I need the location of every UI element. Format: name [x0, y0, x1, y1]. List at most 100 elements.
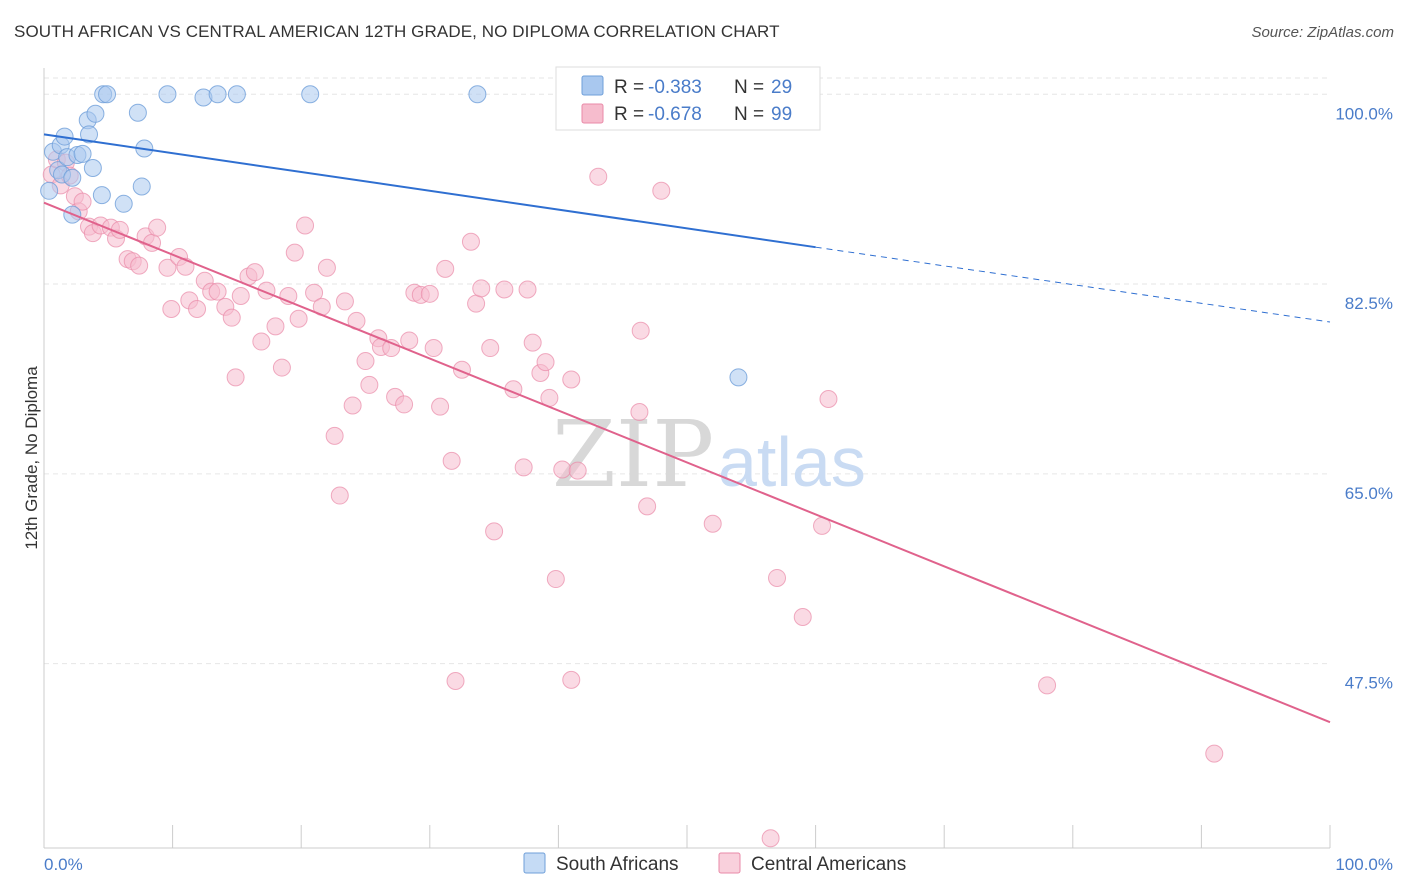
central-americans-point [461, 232, 480, 251]
central-americans-point [630, 403, 649, 422]
central-americans-point [325, 426, 344, 445]
central-americans-point [330, 486, 349, 505]
central-americans-point [162, 300, 181, 318]
south-africans-point [128, 103, 147, 122]
central-americans-point [562, 370, 581, 389]
south-africans-point [114, 194, 133, 213]
central-americans-point [424, 339, 443, 358]
central-americans-point [536, 353, 555, 372]
trend-lines [43, 133, 1331, 724]
south-africans-point [98, 85, 117, 104]
south-africans-point [301, 85, 320, 104]
central-americans-point [73, 192, 92, 211]
central-americans-point [245, 263, 264, 282]
central-americans-point [356, 352, 375, 371]
central-americans-point [395, 395, 414, 414]
central-americans-point [472, 279, 491, 298]
legend-swatch-south-africans [581, 75, 604, 96]
legend-n-label-2: N = [734, 104, 764, 125]
source-label: Source: ZipAtlas.com [1251, 24, 1394, 41]
central-americans-trend-line [43, 201, 1331, 724]
legend-r-label-2: R = [614, 104, 644, 125]
central-americans-point [467, 294, 486, 313]
legend-r-label-1: R = [614, 77, 644, 98]
chart-title: SOUTH AFRICAN VS CENTRAL AMERICAN 12TH G… [14, 22, 780, 41]
legend-n-value-2: 99 [771, 104, 792, 125]
central-americans-point [208, 282, 227, 301]
legend-swatch-central-americans [581, 103, 604, 124]
central-americans-point [568, 461, 587, 480]
central-americans-point [317, 258, 336, 277]
south-africans-points [40, 85, 748, 387]
series-legend-label-central-americans: Central Americans [751, 854, 906, 875]
central-americans-point [1205, 744, 1224, 763]
central-americans-point [188, 300, 207, 318]
central-americans-point [400, 331, 419, 350]
central-americans-point [446, 671, 465, 690]
central-americans-point [305, 283, 324, 302]
legend-n-label-1: N = [734, 77, 764, 98]
central-americans-point [436, 259, 455, 278]
y-tick-labels: 100.0% 82.5% 65.0% 47.5% [1335, 104, 1393, 692]
y-tick-label: 47.5% [1345, 674, 1393, 693]
legend-r-value-1: -0.383 [648, 77, 702, 98]
series-legend-swatch-south-africans [523, 852, 546, 874]
central-americans-point [761, 829, 780, 848]
central-americans-point [431, 397, 450, 416]
central-americans-point [819, 390, 838, 409]
central-americans-point [631, 321, 650, 340]
central-americans-point [296, 216, 315, 235]
y-tick-label: 82.5% [1345, 294, 1393, 313]
south-africans-point [86, 104, 105, 123]
central-americans-point [793, 608, 812, 626]
south-africans-point [227, 85, 246, 104]
central-americans-point [222, 308, 241, 327]
legend-n-value-1: 29 [771, 77, 792, 98]
central-americans-point [231, 286, 250, 305]
x-tick-label-max: 100.0% [1335, 855, 1393, 874]
y-tick-label: 100.0% [1335, 104, 1393, 123]
central-americans-point [420, 284, 439, 303]
central-americans-point [130, 256, 149, 275]
south-africans-trend-extension [815, 246, 1331, 323]
south-africans-point [73, 144, 92, 163]
central-americans-point [485, 522, 504, 541]
central-americans-point [523, 333, 542, 352]
south-africans-point [40, 181, 59, 200]
south-africans-point [158, 85, 177, 104]
central-americans-point [226, 368, 245, 387]
central-americans-point [553, 460, 572, 479]
central-americans-point [652, 181, 671, 200]
south-africans-point [729, 368, 748, 387]
south-africans-point [132, 177, 151, 196]
watermark: ZIP atlas [552, 401, 866, 508]
central-americans-point [442, 451, 461, 470]
central-americans-point [703, 514, 722, 533]
central-americans-point [768, 568, 787, 587]
central-americans-point [266, 317, 285, 336]
y-tick-label: 65.0% [1345, 484, 1393, 503]
south-africans-point [63, 168, 82, 187]
central-americans-point [158, 258, 177, 277]
south-africans-trend-line [43, 133, 816, 249]
central-americans-point [272, 358, 291, 377]
central-americans-point [562, 670, 581, 689]
central-americans-point [514, 458, 533, 477]
central-americans-point [289, 309, 308, 328]
watermark-atlas: atlas [718, 423, 866, 501]
central-americans-point [546, 570, 565, 589]
x-tick-label-min: 0.0% [44, 855, 83, 874]
central-americans-point [1038, 676, 1057, 695]
south-africans-point [83, 159, 102, 178]
stats-legend: R = -0.383 N = 29 R = -0.678 N = 99 [555, 66, 821, 131]
y-axis-label: 12th Grade, No Diploma [22, 366, 41, 550]
central-americans-point [638, 497, 657, 516]
central-americans-point [518, 280, 537, 299]
x-axis-ticks [43, 825, 1331, 848]
central-americans-point [360, 375, 379, 394]
series-legend-swatch-central-americans [718, 852, 741, 874]
central-americans-point [285, 243, 304, 262]
south-africans-point [92, 186, 111, 205]
central-americans-point [495, 280, 514, 299]
